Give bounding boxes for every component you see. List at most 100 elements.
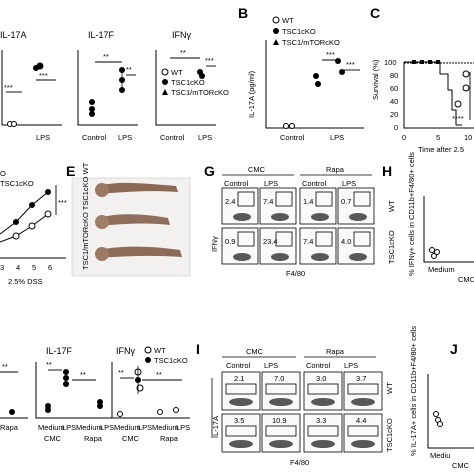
flow-percent: 7.4: [263, 197, 273, 206]
data-point: [12, 232, 20, 240]
panel-d-xlabel: 2.5% DSS: [8, 277, 43, 286]
data-point: [412, 60, 416, 64]
ytick: 40: [390, 97, 398, 106]
ytick: 0: [394, 123, 398, 132]
colon-photo-background: [71, 177, 191, 277]
xtick: Medium: [428, 265, 455, 274]
xtick: 5: [436, 133, 440, 142]
xtick: Mediu: [430, 451, 450, 460]
legend-label: WT: [282, 16, 294, 25]
data-point: [335, 58, 341, 64]
sig-label: **: [103, 52, 109, 61]
panel-a-chart3-axes: [155, 50, 216, 126]
xtick: LPS: [62, 423, 76, 432]
legend-marker-wt: [161, 68, 169, 76]
data-point: [315, 81, 321, 87]
colon-tissue-mtorcko: [98, 246, 182, 258]
axis: [35, 362, 112, 419]
group-label: CMC: [122, 434, 140, 443]
flow-percent: 3.5: [234, 416, 244, 425]
legend-label: TSC1cKO: [171, 78, 205, 87]
flow-gate: [265, 425, 297, 437]
data-point: [97, 403, 103, 409]
group-label: CMC: [44, 434, 62, 443]
flow-percent: 10.9: [272, 416, 287, 425]
xtick: LPS: [176, 423, 190, 432]
panel-label-i: I: [196, 341, 200, 357]
data-point: [13, 219, 19, 225]
data-point: [63, 381, 69, 387]
data-point: [29, 202, 35, 208]
flow-gate: [307, 383, 339, 395]
sig-label: **: [156, 370, 162, 379]
panel-a-chart3-x-lps: LPS: [198, 133, 212, 142]
sig-label: **: [118, 368, 124, 377]
xtick: 6: [48, 263, 52, 272]
flow-cell-cloud: [229, 440, 253, 448]
panel-label-e: E: [66, 163, 75, 179]
data-point: [89, 99, 95, 105]
row-label: TSC1cKO: [385, 418, 394, 452]
flow-cell-cloud: [269, 440, 293, 448]
panel-a-title-il17a: IL-17A: [0, 30, 27, 40]
panel-e: E TSC1/mTORcKO TSC1cKO WT: [66, 162, 191, 277]
flow-cell-cloud: [311, 213, 329, 221]
ytick: 80: [390, 71, 398, 80]
legend-label: TSC1/mTORcKO: [171, 88, 229, 97]
panel-j: J % IL-17A+ cells in CD11b+F4/80+ cells …: [409, 326, 474, 470]
group-label: Rapa: [84, 434, 103, 443]
flow-percent: 2.4: [225, 197, 235, 206]
xtick: 5: [32, 263, 36, 272]
data-point: [89, 111, 95, 117]
flow-percent: 4.4: [356, 416, 366, 425]
legend-marker-mtorcko: [162, 89, 168, 95]
panel-label-g: G: [204, 163, 215, 179]
flow-percent: 0.9: [225, 237, 235, 246]
panel-h-ylabel: % IFNγ+ cells in CD11b+F4/80+ cells: [407, 152, 416, 276]
flow-cell-cloud: [233, 253, 251, 261]
legend-marker-wt: [272, 16, 280, 24]
data-point: [434, 249, 440, 255]
data-point: [436, 60, 440, 64]
sig-label: **: [180, 48, 186, 57]
panel-b-x-control: Control: [280, 133, 305, 142]
flow-cell-cloud: [269, 398, 293, 406]
condition-label: LPS: [342, 179, 356, 188]
data-point: [420, 60, 424, 64]
sig-label: ***: [205, 56, 214, 65]
flow-cell-cloud: [311, 398, 335, 406]
condition-label: LPS: [344, 361, 358, 370]
xtick: Medium: [76, 423, 103, 432]
flow-cell-cloud: [271, 213, 289, 221]
ytick: 100: [384, 58, 397, 67]
line-series: [0, 191, 49, 235]
panel-h: H WT TSC1cKO % IFNγ+ cells in CD11b+F4/8…: [382, 152, 474, 284]
colon-tissue-tsc1cko-caecum: [95, 215, 109, 229]
panel-b-ylabel: IL-17A (pg/ml): [247, 70, 256, 118]
flow-percent: 0.7: [341, 197, 351, 206]
data-point: [437, 421, 443, 427]
group-label: Rapa: [160, 434, 179, 443]
flow-cell-cloud: [351, 398, 375, 406]
data-point: [9, 409, 15, 415]
data-point: [289, 123, 295, 129]
condition-label: Control: [306, 361, 331, 370]
panel-g: G CMC Rapa Control LPS Control LPS 2.4: [204, 163, 375, 278]
flow-percent: 7.4: [303, 237, 313, 246]
data-point: [136, 384, 144, 392]
colon-tissue-tsc1cko: [98, 214, 170, 226]
flow-gate: [275, 231, 293, 247]
flow-cell-cloud: [349, 253, 367, 261]
data-point: [428, 60, 432, 64]
group-label: CMC: [452, 461, 470, 470]
panel-j-axes: [427, 374, 474, 449]
flow-gate: [237, 191, 255, 207]
xtick: Medium: [114, 423, 141, 432]
data-point: [44, 210, 52, 218]
panel-a-chart2-axes: [77, 50, 138, 126]
row-label: TSC1cKO: [387, 230, 396, 264]
flow-gate: [347, 383, 379, 395]
data-point: [454, 100, 462, 108]
flow-gate: [353, 191, 371, 207]
panel-label-c: C: [370, 5, 380, 21]
